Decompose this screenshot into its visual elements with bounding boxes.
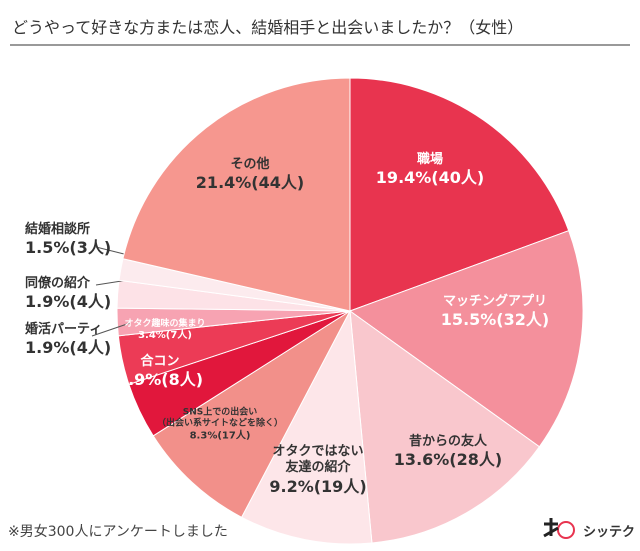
pie-slice	[240, 309, 373, 545]
category-label: マッチングアプリ	[442, 293, 547, 309]
leader-line	[95, 246, 125, 255]
value-label: 21.4%(44人)	[195, 173, 305, 193]
category-label: SNS上での出会い （出会い系サイトなどを除く）	[156, 407, 284, 429]
footnote: ※男女300人にアンケートしました	[8, 524, 228, 540]
value-label: 15.5%(32人)	[440, 310, 550, 330]
value-label: 3.4%(7人)	[138, 330, 192, 342]
category-label: 合コン	[140, 353, 180, 369]
slice-label: SNS上での出会い （出会い系サイトなどを除く） 8.3%(17人)	[157, 408, 283, 443]
value-label: 1.5%(3人)	[25, 238, 112, 258]
value-label: 8.3%(17人)	[189, 430, 251, 441]
category-label: 同僚の紹介	[25, 275, 91, 291]
value-label: 1.9%(4人)	[25, 292, 112, 312]
category-label: オタクではない 友達の紹介	[272, 443, 364, 475]
category-label: 結婚相談所	[25, 221, 91, 237]
value-label: 1.9%(4人)	[25, 338, 112, 358]
pie-slice	[349, 309, 541, 544]
slice-label: オタクではない 友達の紹介 9.2%(19人)	[269, 444, 366, 497]
category-label: 昔からの友人	[408, 433, 487, 449]
slice-label: 結婚相談所 1.5%(3人)	[25, 222, 111, 258]
slice-label: 同僚の紹介 1.9%(4人)	[25, 276, 111, 312]
category-label: 婚活パーティ	[25, 321, 103, 337]
title-rule	[10, 44, 630, 46]
slice-label: マッチングアプリ 15.5%(32人)	[441, 294, 549, 330]
slice-label: 職場 19.4%(40人)	[376, 152, 484, 188]
slice-label: オタク趣味の集まり 3.4%(7人)	[124, 319, 205, 343]
slice-label: 合コン 3.9%(8人)	[117, 354, 203, 390]
logo-icon	[543, 518, 575, 539]
value-label: 13.6%(28人)	[393, 450, 503, 470]
slice-label: 昔からの友人 13.6%(28人)	[394, 434, 502, 470]
pie-slice	[122, 77, 351, 312]
pie-slice	[348, 230, 584, 448]
value-label: 19.4%(40人)	[375, 168, 485, 188]
category-label: オタク趣味の集まり	[124, 319, 206, 330]
pie-slice	[349, 77, 570, 312]
chart-title: どうやって好きな方または恋人、結婚相手と出会いましたか？（女性）	[12, 18, 524, 37]
slice-label: その他 21.4%(44人)	[196, 157, 304, 193]
slice-label: 婚活パーティ 1.9%(4人)	[25, 322, 111, 358]
value-label: 3.9%(8人)	[116, 370, 204, 390]
pie-slice	[152, 309, 352, 518]
category-label: 職場	[416, 151, 443, 167]
category-label: その他	[230, 156, 270, 172]
leader-line	[91, 322, 131, 337]
brand: シッテク	[583, 525, 636, 540]
value-label: 9.2%(19人)	[269, 476, 367, 496]
